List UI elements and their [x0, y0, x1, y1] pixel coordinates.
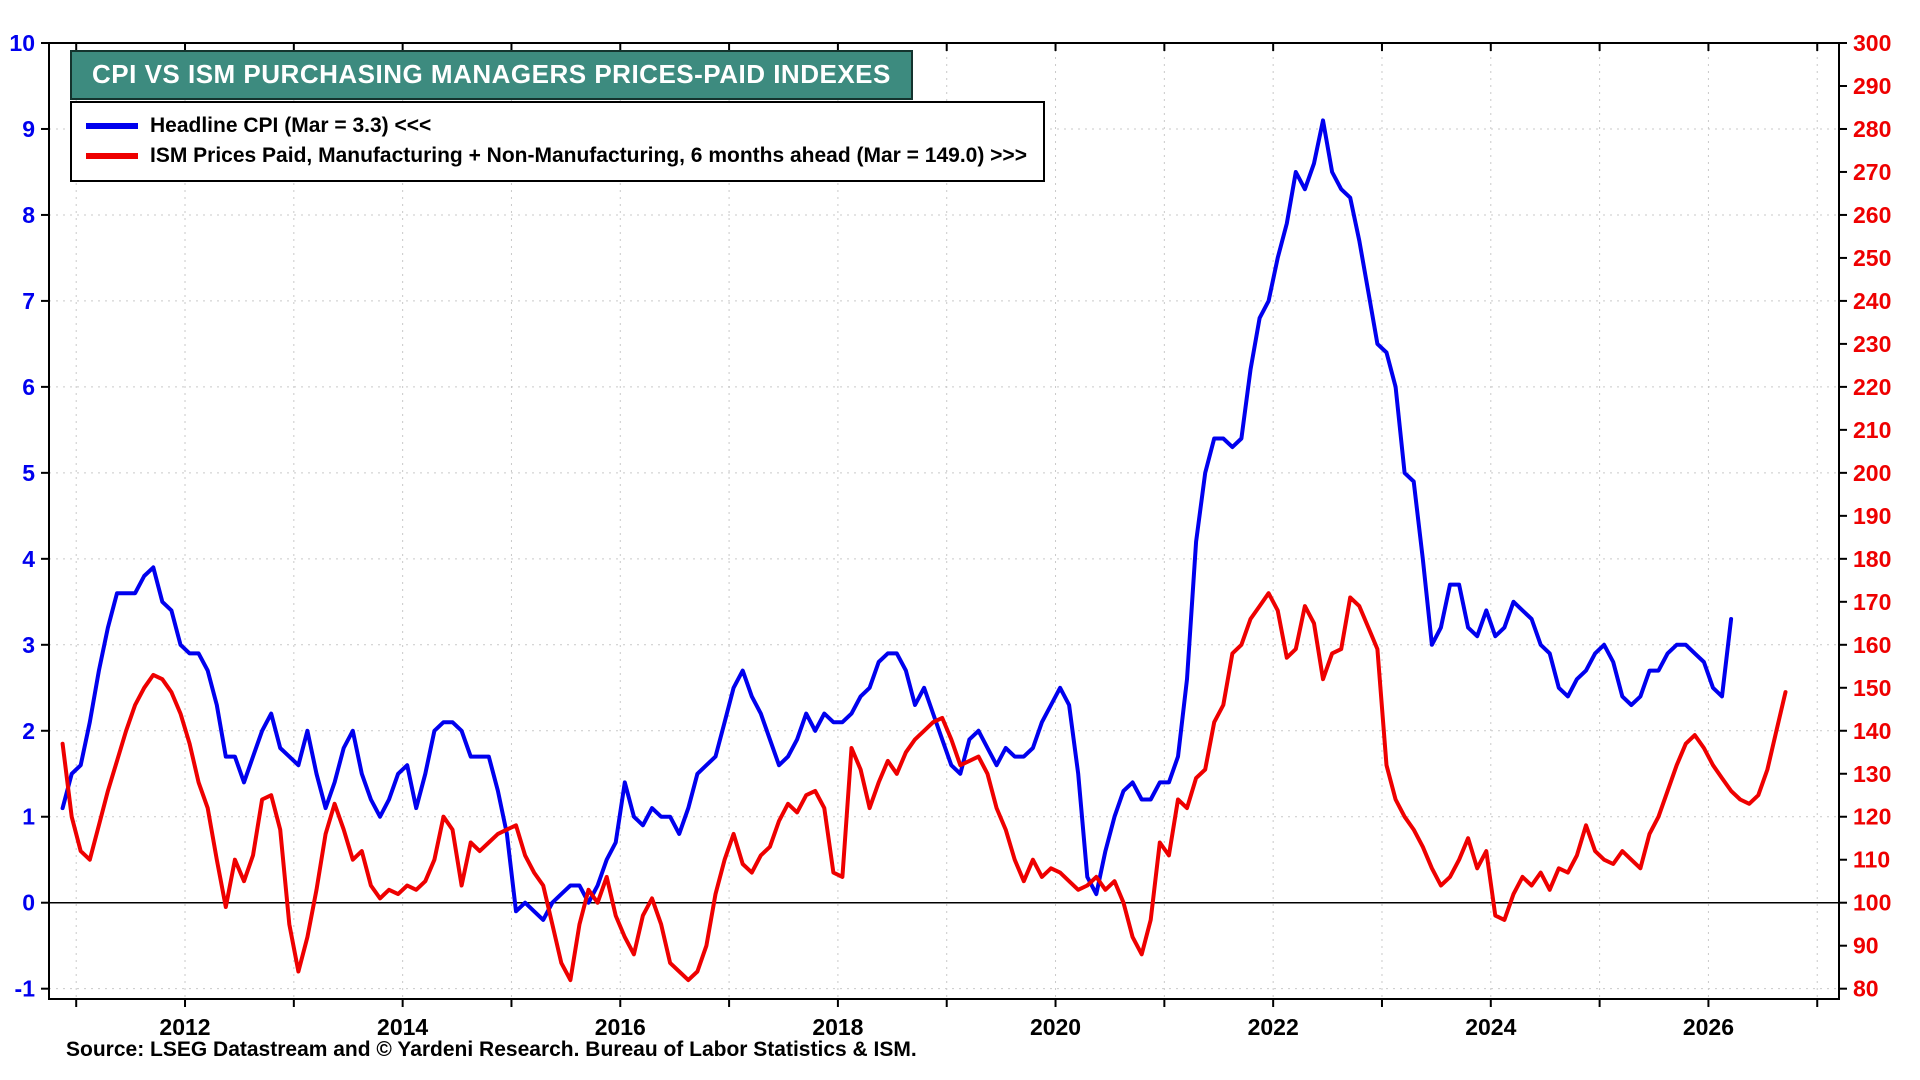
right-axis-tick-label: 240 — [1853, 288, 1891, 314]
right-axis-tick-label: 160 — [1853, 632, 1891, 658]
x-axis-year-label: 2020 — [1030, 1014, 1081, 1040]
right-axis-tick-label: 80 — [1853, 976, 1879, 1002]
x-axis-year-label: 2016 — [595, 1014, 646, 1040]
left-axis-tick-label: 8 — [22, 202, 35, 228]
right-axis-tick-label: 180 — [1853, 546, 1891, 572]
series-lines — [60, 118, 1788, 983]
right-axis-tick-label: 140 — [1853, 718, 1891, 744]
right-axis-tick-label: 260 — [1853, 202, 1891, 228]
right-axis-tick-label: 120 — [1853, 804, 1891, 830]
axes: 109876543210-130029028027026025024023022… — [9, 30, 1891, 1040]
right-axis-tick-label: 220 — [1853, 374, 1891, 400]
chart-title-box: CPI VS ISM PURCHASING MANAGERS PRICES-PA… — [70, 50, 913, 100]
left-axis-tick-label: 10 — [9, 30, 35, 56]
left-axis-tick-label: 3 — [22, 632, 35, 658]
right-axis-tick-label: 290 — [1853, 73, 1891, 99]
left-axis-tick-label: 2 — [22, 718, 35, 744]
left-axis-tick-label: 1 — [22, 804, 35, 830]
plot-frame — [48, 42, 1840, 1000]
right-axis-tick-label: 150 — [1853, 675, 1891, 701]
x-axis-year-label: 2014 — [377, 1014, 428, 1040]
right-axis-tick-label: 200 — [1853, 460, 1891, 486]
legend-label-headline-cpi: Headline CPI (Mar = 3.3) <<< — [150, 114, 432, 137]
left-axis-tick-label: 9 — [22, 116, 35, 142]
right-axis-tick-label: 300 — [1853, 30, 1891, 56]
x-axis-year-label: 2026 — [1683, 1014, 1734, 1040]
right-axis-tick-label: 230 — [1853, 331, 1891, 357]
chart-legend: Headline CPI (Mar = 3.3) <<< ISM Prices … — [70, 101, 1045, 182]
legend-label-ism-prices-paid: ISM Prices Paid, Manufacturing + Non-Man… — [150, 144, 1027, 167]
right-axis-tick-label: 250 — [1853, 245, 1891, 271]
right-axis-tick-label: 210 — [1853, 417, 1891, 443]
right-axis-tick-label: 130 — [1853, 761, 1891, 787]
right-axis-tick-label: 100 — [1853, 890, 1891, 916]
right-axis-tick-label: 190 — [1853, 503, 1891, 529]
right-axis-tick-label: 280 — [1853, 116, 1891, 142]
headline-cpi-line — [60, 118, 1734, 922]
x-axis-year-label: 2022 — [1248, 1014, 1299, 1040]
right-axis-tick-label: 170 — [1853, 589, 1891, 615]
cpi-line-swatch — [86, 123, 138, 129]
x-axis-year-label: 2018 — [812, 1014, 863, 1040]
left-axis-tick-label: 6 — [22, 374, 35, 400]
left-axis-tick-label: -1 — [15, 976, 36, 1002]
right-axis-tick-label: 110 — [1853, 847, 1890, 873]
x-axis-year-label: 2012 — [159, 1014, 210, 1040]
left-axis-tick-label: 7 — [22, 288, 35, 314]
source-note: Source: LSEG Datastream and © Yardeni Re… — [66, 1038, 917, 1061]
right-axis-tick-label: 90 — [1853, 933, 1879, 959]
ism-prices-paid-line — [60, 591, 1788, 983]
gridlines — [49, 42, 1839, 999]
ism-line-swatch — [86, 153, 138, 159]
legend-item-ism-prices-paid: ISM Prices Paid, Manufacturing + Non-Man… — [86, 141, 1027, 171]
legend-item-headline-cpi: Headline CPI (Mar = 3.3) <<< — [86, 111, 1027, 141]
left-axis-tick-label: 0 — [22, 890, 35, 916]
x-axis-year-label: 2024 — [1465, 1014, 1516, 1040]
left-axis-tick-label: 5 — [22, 460, 35, 486]
chart-title: CPI VS ISM PURCHASING MANAGERS PRICES-PA… — [92, 59, 891, 89]
left-axis-tick-label: 4 — [22, 546, 35, 572]
right-axis-tick-label: 270 — [1853, 159, 1891, 185]
